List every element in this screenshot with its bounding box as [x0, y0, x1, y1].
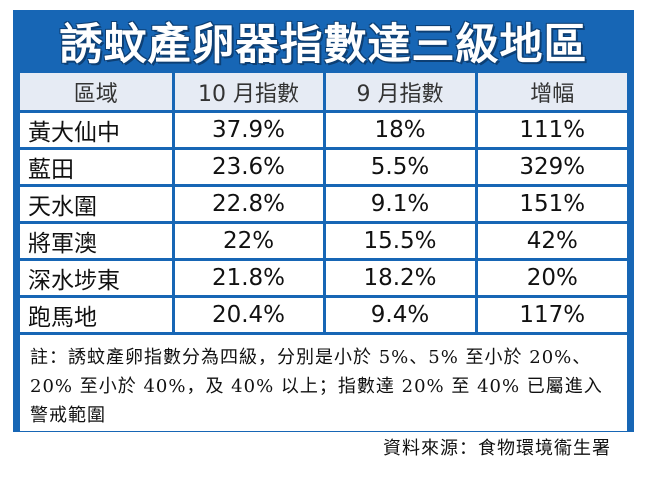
cell-sep-index: 18%	[324, 111, 478, 150]
header-increase: 增幅	[476, 73, 627, 113]
table-row: 藍田 23.6% 5.5% 329%	[20, 148, 627, 187]
table-header-row: 區域 10 月指數 9 月指數 增幅	[20, 73, 627, 113]
cell-sep-index: 9.4%	[324, 296, 478, 335]
cell-region: 將軍澳	[20, 222, 175, 261]
table-row: 黃大仙中 37.9% 18% 111%	[20, 111, 627, 150]
header-region: 區域	[20, 73, 175, 113]
cell-oct-index: 23.6%	[173, 148, 326, 187]
cell-increase: 151%	[476, 185, 627, 224]
cell-sep-index: 9.1%	[324, 185, 478, 224]
table-row: 深水埗東 21.8% 18.2% 20%	[20, 259, 627, 298]
cell-oct-index: 37.9%	[173, 111, 326, 150]
cell-region: 天水圍	[20, 185, 175, 224]
table-row: 將軍澳 22% 15.5% 42%	[20, 222, 627, 261]
source-credit: 資料來源：食物環境衞生署	[20, 434, 627, 463]
cell-oct-index: 22%	[173, 222, 326, 261]
cell-region: 藍田	[20, 148, 175, 187]
cell-increase: 329%	[476, 148, 627, 187]
header-sep-index: 9 月指數	[324, 73, 478, 113]
cell-oct-index: 22.8%	[173, 185, 326, 224]
cell-increase: 117%	[476, 296, 627, 335]
cell-oct-index: 21.8%	[173, 259, 326, 298]
mosquito-index-table: 區域 10 月指數 9 月指數 增幅 黃大仙中 37.9% 18% 111% 藍…	[20, 73, 627, 335]
cell-region: 跑馬地	[20, 296, 175, 335]
infographic-title: 誘蚊產卵器指數達三級地區	[59, 19, 588, 70]
title-bar: 誘蚊產卵器指數達三級地區	[13, 10, 634, 71]
cell-region: 深水埗東	[20, 259, 175, 298]
infographic-frame: 誘蚊產卵器指數達三級地區 區域 10 月指數 9 月指數 增幅 黃大仙中 37.…	[13, 10, 634, 463]
cell-oct-index: 20.4%	[173, 296, 326, 335]
cell-sep-index: 15.5%	[324, 222, 478, 261]
table-row: 天水圍 22.8% 9.1% 151%	[20, 185, 627, 224]
cell-increase: 111%	[476, 111, 627, 150]
table-row: 跑馬地 20.4% 9.4% 117%	[20, 296, 627, 335]
header-oct-index: 10 月指數	[173, 73, 326, 113]
cell-region: 黃大仙中	[20, 111, 175, 150]
table-area: 區域 10 月指數 9 月指數 增幅 黃大仙中 37.9% 18% 111% 藍…	[20, 73, 627, 463]
cell-increase: 42%	[476, 222, 627, 261]
footnote: 註：誘蚊產卵指數分為四級，分別是小於 5%、5% 至小於 20%、20% 至小於…	[20, 335, 627, 431]
cell-sep-index: 5.5%	[324, 148, 478, 187]
cell-sep-index: 18.2%	[324, 259, 478, 298]
cell-increase: 20%	[476, 259, 627, 298]
